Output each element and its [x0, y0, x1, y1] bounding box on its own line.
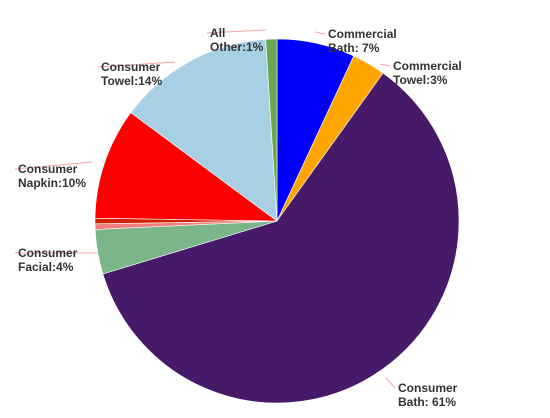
leader-line-consumer-towel — [97, 61, 176, 68]
data-label-line: Consumer — [101, 60, 161, 74]
data-label-line: Facial:4% — [18, 260, 74, 274]
data-label-line: Towel:3% — [393, 73, 448, 87]
data-label-line: Towel:14% — [101, 74, 162, 88]
leader-line-consumer-napkin — [14, 161, 93, 170]
data-label-all-other: All Other:1% — [210, 26, 264, 54]
data-label-line: Bath: 7% — [328, 41, 380, 55]
data-label-commercial-bath: Commercial Bath: 7% — [328, 27, 397, 55]
data-label-line: Commercial — [328, 27, 397, 41]
data-label-line: Other:1% — [210, 40, 264, 54]
data-label-consumer-napkin: Consumer Napkin:10% — [18, 162, 86, 190]
data-label-consumer-bath: Consumer Bath: 61% — [398, 381, 458, 409]
leader-line-consumer-bath — [385, 377, 396, 389]
data-label-line: Consumer — [18, 162, 78, 176]
pie-slice-consumer-napkin — [94, 112, 278, 222]
data-label-consumer-towel: Consumer Towel:14% — [101, 60, 162, 88]
data-label-consumer-facial: Consumer Facial:4% — [18, 246, 78, 274]
data-label-line: Commercial — [393, 59, 462, 73]
data-label-line: Consumer — [18, 246, 78, 260]
data-label-line: All — [210, 26, 225, 40]
data-label-line: Consumer — [398, 381, 458, 395]
data-label-line: Bath: 61% — [398, 395, 456, 409]
leader-line-commercial-towel — [379, 63, 391, 67]
pie-slice-consumer-bath — [102, 72, 460, 404]
pie-slice-consumer-towel — [130, 39, 278, 222]
data-label-line: Napkin:10% — [18, 176, 86, 190]
leader-line-all-other — [206, 29, 267, 34]
leader-line-commercial-bath — [314, 31, 326, 35]
data-label-commercial-towel: Commercial Towel:3% — [393, 59, 462, 87]
pie-slice-all-other — [265, 38, 278, 222]
